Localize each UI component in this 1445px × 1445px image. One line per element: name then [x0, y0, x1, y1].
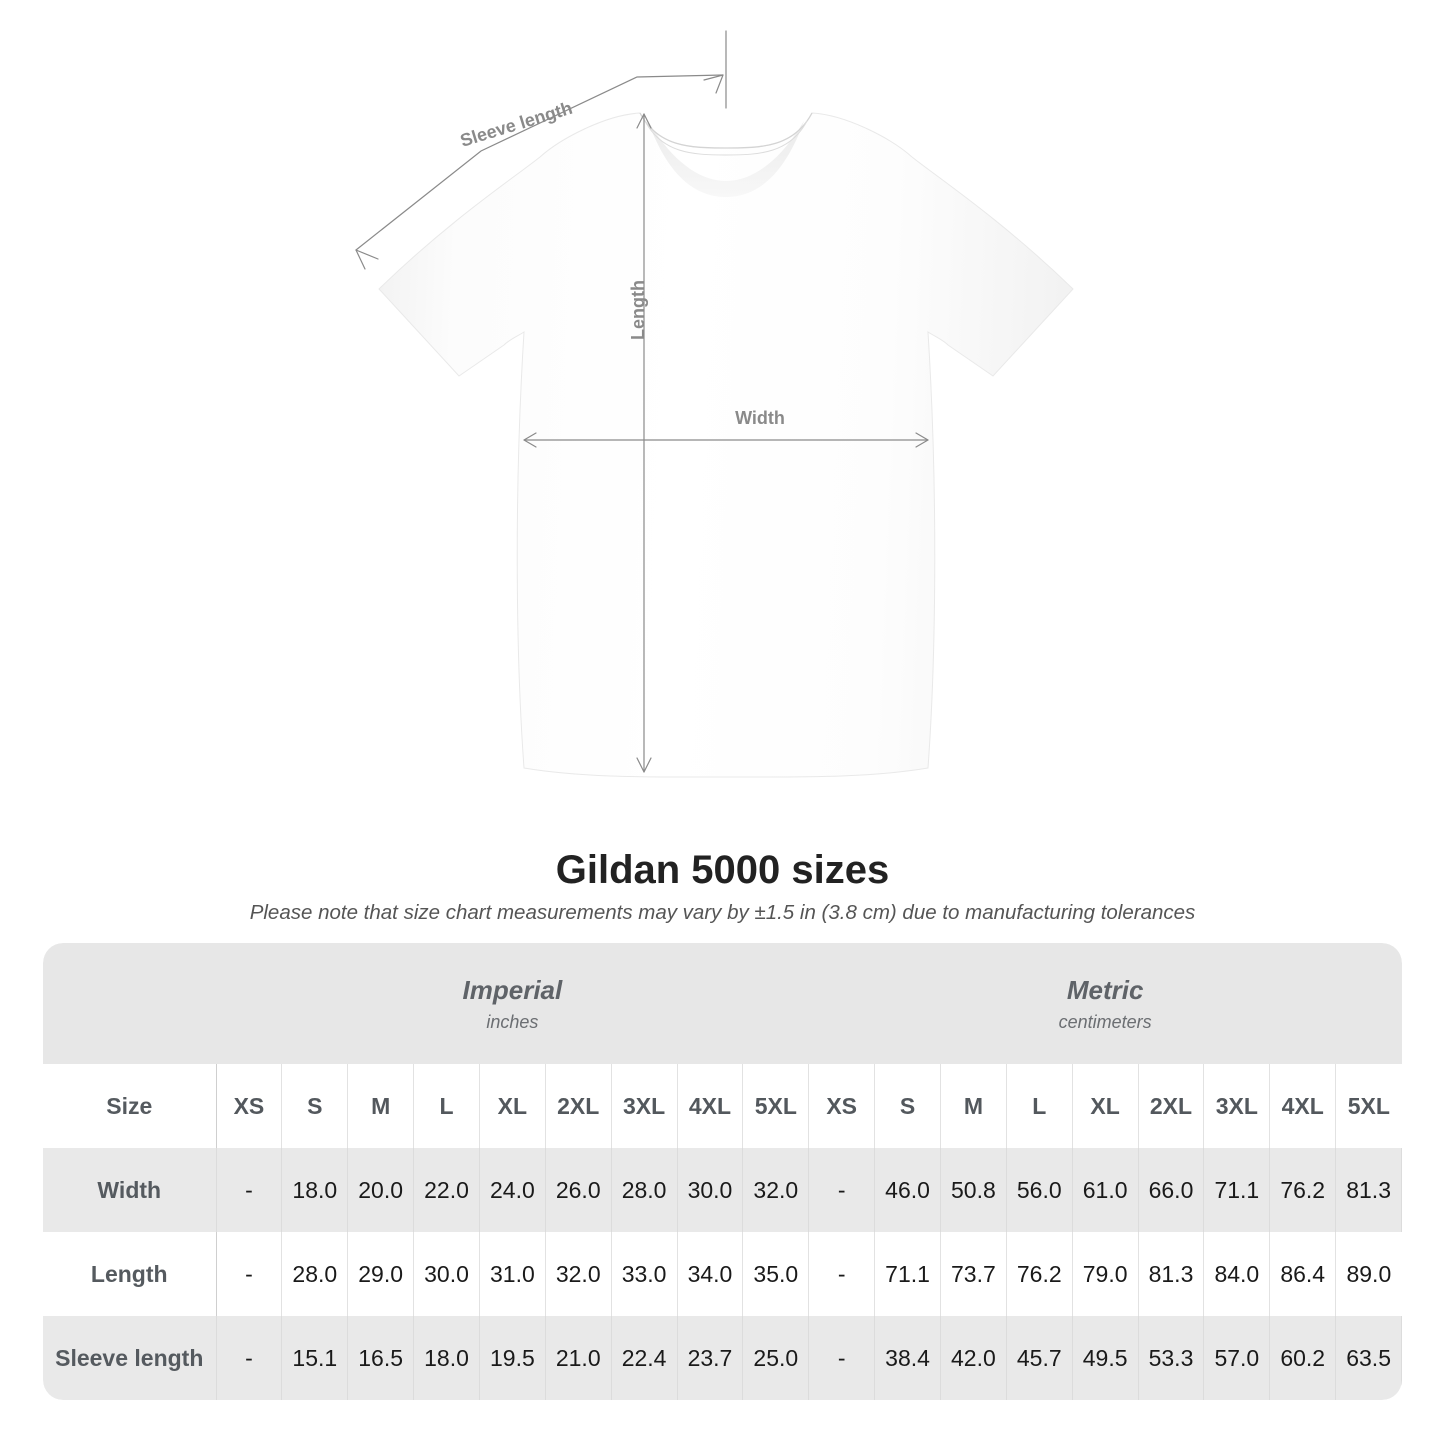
svg-text:Length: Length	[628, 280, 648, 340]
svg-text:Width: Width	[735, 408, 785, 428]
svg-text:Sleeve length: Sleeve length	[458, 98, 575, 151]
